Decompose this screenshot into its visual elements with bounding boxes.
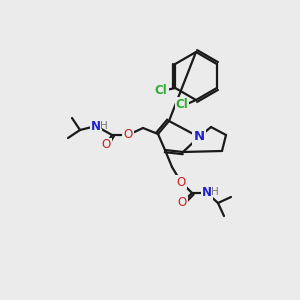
Text: N: N — [202, 187, 212, 200]
Text: Cl: Cl — [176, 98, 188, 110]
Text: H: H — [100, 121, 108, 131]
Text: O: O — [176, 176, 186, 188]
Text: O: O — [123, 128, 133, 142]
Text: O: O — [101, 139, 111, 152]
Text: N: N — [91, 119, 101, 133]
Text: N: N — [194, 130, 205, 143]
Text: H: H — [211, 187, 219, 197]
Text: Cl: Cl — [155, 83, 168, 97]
Text: O: O — [177, 196, 187, 209]
